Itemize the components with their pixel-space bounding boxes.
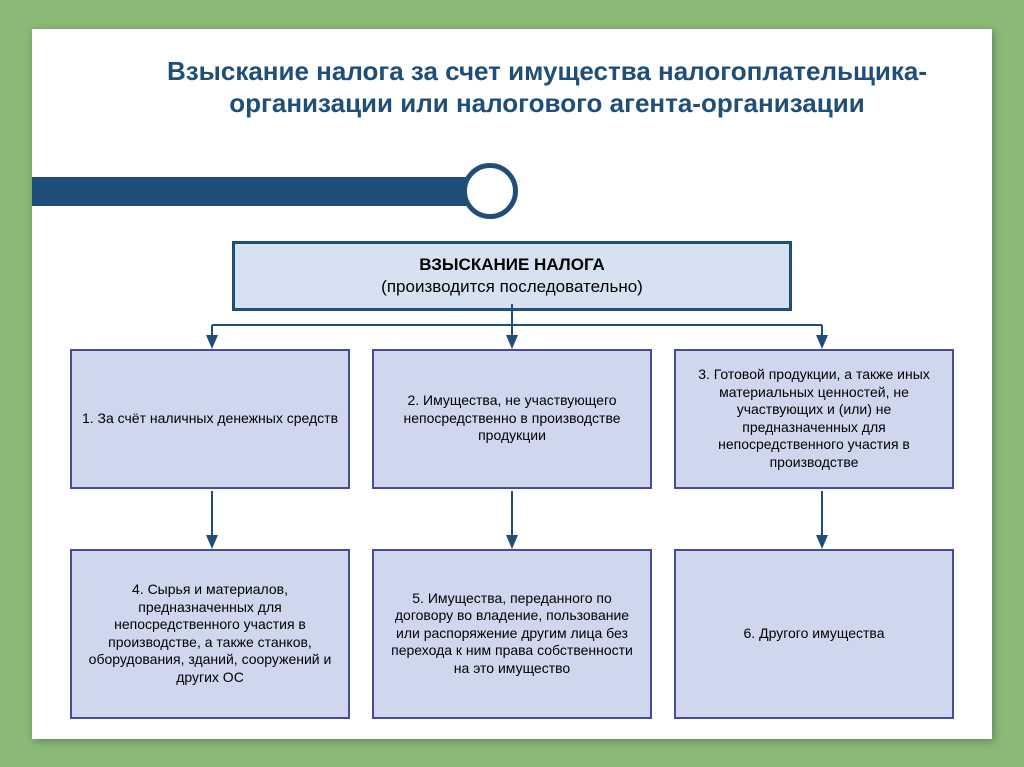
center-line2: (производится последовательно): [381, 277, 643, 296]
decor-circle: [462, 163, 518, 219]
row-middle: 1. За счёт наличных денежных средств 2. …: [70, 349, 954, 489]
center-line1: ВЗЫСКАНИЕ НАЛОГА: [419, 255, 605, 274]
row-bottom: 4. Сырья и материалов, предназначенных д…: [70, 549, 954, 719]
box-2: 2. Имущества, не участвующего непосредст…: [372, 349, 652, 489]
box-3: 3. Готовой продукции, а также иных матер…: [674, 349, 954, 489]
decor-bar: [32, 177, 502, 206]
slide: Взыскание налога за счет имущества налог…: [32, 29, 992, 739]
box-1: 1. За счёт наличных денежных средств: [70, 349, 350, 489]
title-area: Взыскание налога за счет имущества налог…: [162, 55, 932, 120]
box-4: 4. Сырья и материалов, предназначенных д…: [70, 549, 350, 719]
box-6: 6. Другого имущества: [674, 549, 954, 719]
center-box: ВЗЫСКАНИЕ НАЛОГА (производится последова…: [232, 241, 792, 311]
box-5: 5. Имущества, переданного по договору во…: [372, 549, 652, 719]
slide-title: Взыскание налога за счет имущества налог…: [162, 55, 932, 120]
